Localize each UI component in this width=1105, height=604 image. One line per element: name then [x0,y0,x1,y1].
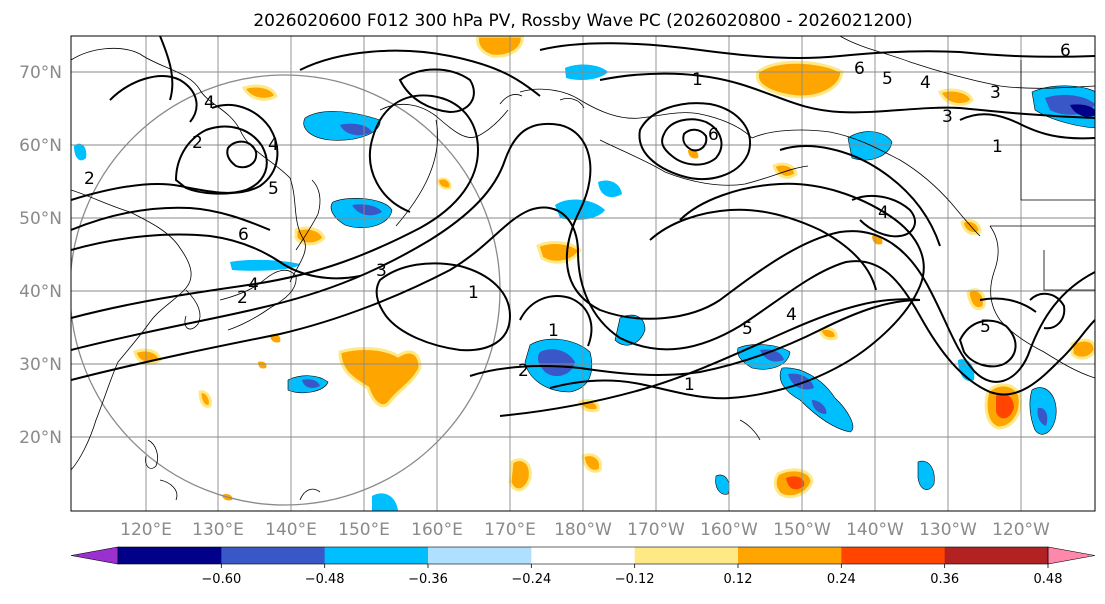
contour-label: 5 [742,319,753,339]
colorbar-segment [841,547,946,564]
lon-label: 160°W [700,520,758,540]
lon-label: 120°E [120,520,172,540]
latitude-labels: 70°N 60°N 50°N 40°N 30°N 20°N [19,63,62,448]
contour-label: 2 [237,288,248,308]
colorbar-segment [118,547,222,564]
lon-label: 130°W [919,520,977,540]
colorbar-segment [221,547,326,564]
colorbar-tick-label: 0.36 [930,572,959,587]
colorbar-segment [531,547,636,564]
colorbar-outline [117,546,1049,565]
contour-label: 1 [468,283,479,303]
colorbar-tick-label: 0.12 [724,572,753,587]
lon-label: 150°W [773,520,831,540]
map-content: 1 2 3 4 5 6 6 5 4 3 1 2 2 6 1 2 4 1 5 4 … [71,36,1095,511]
contour-label: 4 [268,135,279,155]
lat-label: 70°N [19,63,62,83]
lon-label: 170°W [627,520,685,540]
lon-label: 120°W [992,520,1050,540]
contour-label: 4 [920,73,931,93]
contour-label: 6 [1060,41,1071,61]
contour-label: 5 [882,69,893,89]
contour-label: 6 [854,59,865,79]
contour-label: 1 [684,375,695,395]
lat-label: 60°N [19,136,62,156]
lat-label: 40°N [19,282,62,302]
lon-label: 160°E [411,520,463,540]
lat-label: 30°N [19,355,62,375]
lon-label: 130°E [192,520,244,540]
colorbar-segment [944,547,1049,564]
contour-label: 6 [708,125,719,145]
colorbar-tick-label: −0.36 [408,572,448,587]
longitude-labels: 120°E 130°E 140°E 150°E 160°E 170°E 180°… [120,520,1050,540]
lat-label: 20°N [19,428,62,448]
contour-label: 1 [992,137,1003,157]
contour-label: 1 [548,321,559,341]
contour-label: 1 [692,70,703,90]
colorbar-tick-label: −0.24 [511,572,551,587]
contour-label: 3 [990,83,1001,103]
contour-label: 4 [248,275,259,295]
lon-label: 150°E [338,520,390,540]
colorbar-tick-label: −0.48 [305,572,345,587]
contour-label: 2 [518,361,529,381]
map-title: 2026020600 F012 300 hPa PV, Rossby Wave … [253,11,912,31]
colorbar-segment [324,547,429,564]
contour-label: 3 [376,261,387,281]
colorbar-tick-label: −0.60 [201,572,241,587]
coastlines [71,36,1095,501]
colorbar-tick-label: 0.48 [1034,572,1063,587]
contour-label: 6 [238,225,249,245]
contour-labels: 1 2 3 4 5 6 6 5 4 3 1 2 2 6 1 2 4 1 5 4 … [84,41,1071,395]
colorbar-segment [738,547,842,564]
colorbar-tick-label: −0.12 [615,572,655,587]
contour-label: 5 [980,317,991,337]
lon-label: 180°W [554,520,612,540]
colorbar-extend-low [70,546,119,565]
contour-label: 2 [84,169,95,189]
colorbar: −0.60 −0.48 −0.36 −0.24 −0.12 0.12 0.24 0.36 0.4… [70,546,1096,587]
lon-label: 140°W [846,520,904,540]
colorbar-tick-label: 0.24 [827,572,856,587]
contour-label: 4 [204,93,215,113]
contour-label: 3 [942,107,953,127]
contour-label: 5 [268,179,279,199]
lon-label: 140°E [265,520,317,540]
lon-label: 170°E [484,520,536,540]
colorbar-extend-high [1047,546,1096,565]
contour-label: 2 [192,133,203,153]
contour-label: 4 [878,203,889,223]
contour-label: 4 [786,305,797,325]
pv-contours [71,36,1095,417]
colorbar-segment [634,547,739,564]
lat-label: 50°N [19,209,62,229]
map-frame [70,35,1096,512]
colorbar-segment [428,547,532,564]
